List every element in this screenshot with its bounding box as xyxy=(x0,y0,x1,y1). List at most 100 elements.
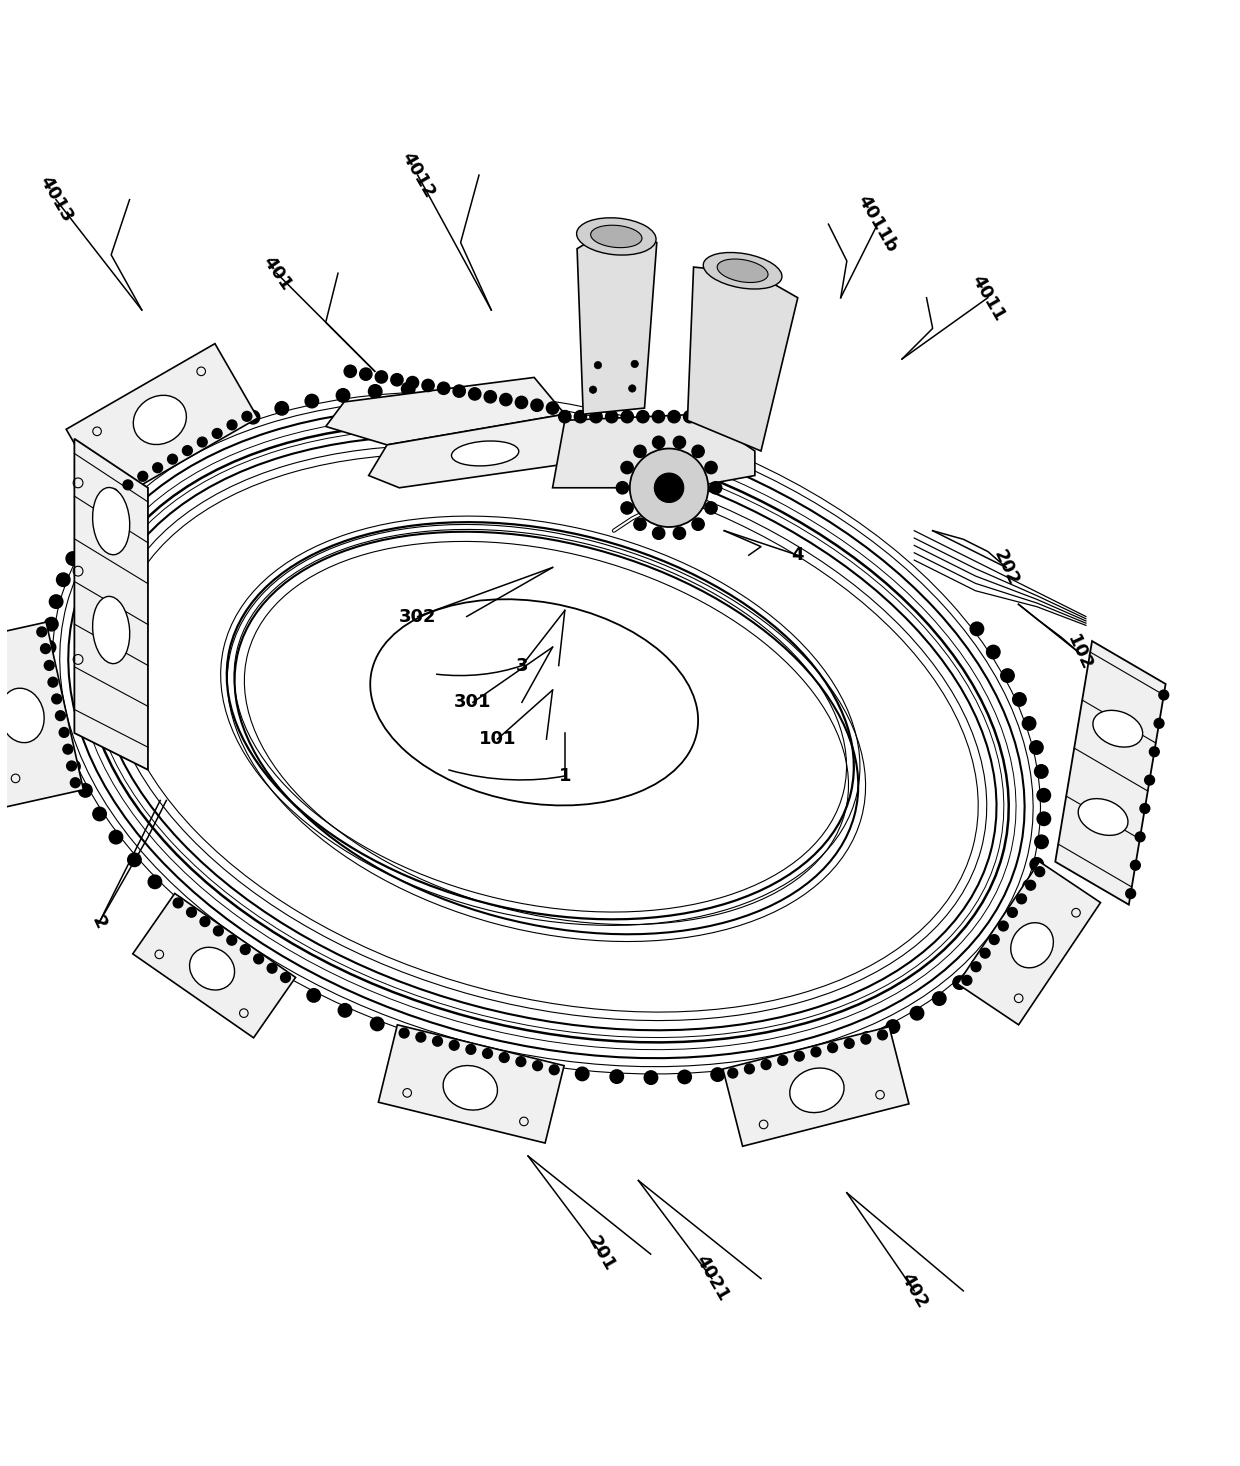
Text: 401: 401 xyxy=(259,252,295,293)
Circle shape xyxy=(636,410,649,422)
Circle shape xyxy=(910,1007,924,1020)
Circle shape xyxy=(174,899,184,907)
Circle shape xyxy=(621,462,634,474)
Circle shape xyxy=(631,361,639,368)
Text: 202: 202 xyxy=(991,547,1022,588)
Ellipse shape xyxy=(577,218,656,255)
Text: 4: 4 xyxy=(791,547,804,564)
Circle shape xyxy=(193,432,207,446)
Circle shape xyxy=(169,446,182,459)
Circle shape xyxy=(833,1042,847,1056)
Circle shape xyxy=(506,1057,520,1070)
Circle shape xyxy=(1159,690,1168,699)
Circle shape xyxy=(590,410,603,422)
Circle shape xyxy=(610,1070,624,1083)
Polygon shape xyxy=(723,1026,909,1146)
Circle shape xyxy=(1140,803,1149,814)
Circle shape xyxy=(678,1070,692,1083)
Ellipse shape xyxy=(1092,711,1143,748)
Circle shape xyxy=(621,410,634,422)
Circle shape xyxy=(50,595,63,608)
Circle shape xyxy=(655,474,683,503)
Circle shape xyxy=(66,551,79,566)
Circle shape xyxy=(629,384,636,391)
Circle shape xyxy=(971,959,985,972)
Text: 3: 3 xyxy=(516,657,528,674)
Text: 301: 301 xyxy=(454,693,491,711)
Circle shape xyxy=(652,437,665,449)
Circle shape xyxy=(41,644,51,654)
Circle shape xyxy=(71,778,81,787)
Text: 302: 302 xyxy=(399,607,436,626)
Circle shape xyxy=(1022,717,1035,730)
Polygon shape xyxy=(577,230,657,415)
Ellipse shape xyxy=(703,252,782,289)
Circle shape xyxy=(728,1069,738,1078)
Circle shape xyxy=(621,501,634,515)
Circle shape xyxy=(533,1061,542,1070)
Circle shape xyxy=(45,688,58,701)
Ellipse shape xyxy=(717,259,768,283)
Circle shape xyxy=(42,664,56,677)
Circle shape xyxy=(541,1063,554,1076)
Circle shape xyxy=(108,488,118,498)
Circle shape xyxy=(861,1034,870,1044)
Circle shape xyxy=(221,937,234,950)
Circle shape xyxy=(93,808,107,821)
Circle shape xyxy=(932,992,946,1006)
Circle shape xyxy=(981,949,990,959)
Circle shape xyxy=(254,954,264,963)
Circle shape xyxy=(1037,789,1050,802)
Circle shape xyxy=(45,617,58,630)
Circle shape xyxy=(227,935,237,946)
Circle shape xyxy=(704,501,717,515)
Circle shape xyxy=(339,1004,352,1017)
Circle shape xyxy=(148,875,161,888)
Ellipse shape xyxy=(590,226,642,248)
Circle shape xyxy=(730,410,743,422)
Ellipse shape xyxy=(93,488,130,554)
Circle shape xyxy=(1034,836,1048,849)
Circle shape xyxy=(42,641,56,654)
Circle shape xyxy=(1154,718,1164,729)
Circle shape xyxy=(500,393,512,406)
Text: 201: 201 xyxy=(584,1233,619,1275)
Circle shape xyxy=(60,727,69,737)
Ellipse shape xyxy=(790,1069,844,1113)
Circle shape xyxy=(241,944,250,954)
Circle shape xyxy=(247,410,259,424)
Circle shape xyxy=(267,963,277,973)
Circle shape xyxy=(827,1042,837,1053)
Circle shape xyxy=(126,476,140,490)
Circle shape xyxy=(589,386,596,393)
Circle shape xyxy=(67,759,81,773)
Circle shape xyxy=(438,1039,451,1054)
Circle shape xyxy=(699,410,712,422)
Circle shape xyxy=(952,976,966,990)
Circle shape xyxy=(453,386,465,397)
Circle shape xyxy=(1030,858,1044,871)
Circle shape xyxy=(1149,746,1159,756)
Text: 102: 102 xyxy=(1064,632,1096,674)
Ellipse shape xyxy=(451,441,518,466)
Circle shape xyxy=(861,1032,874,1045)
Circle shape xyxy=(1013,693,1027,707)
Circle shape xyxy=(153,463,162,472)
Circle shape xyxy=(171,896,184,910)
Circle shape xyxy=(634,517,646,531)
Circle shape xyxy=(795,1051,805,1061)
Ellipse shape xyxy=(190,947,234,990)
Ellipse shape xyxy=(0,688,45,743)
Circle shape xyxy=(805,1051,818,1064)
Circle shape xyxy=(167,454,177,465)
Circle shape xyxy=(1013,900,1027,915)
Circle shape xyxy=(1023,880,1037,893)
Circle shape xyxy=(308,988,320,1003)
Circle shape xyxy=(182,446,192,456)
Polygon shape xyxy=(66,343,258,504)
Circle shape xyxy=(683,410,696,422)
Circle shape xyxy=(594,362,601,369)
Circle shape xyxy=(774,1058,787,1072)
Circle shape xyxy=(970,622,983,636)
Circle shape xyxy=(128,853,141,866)
